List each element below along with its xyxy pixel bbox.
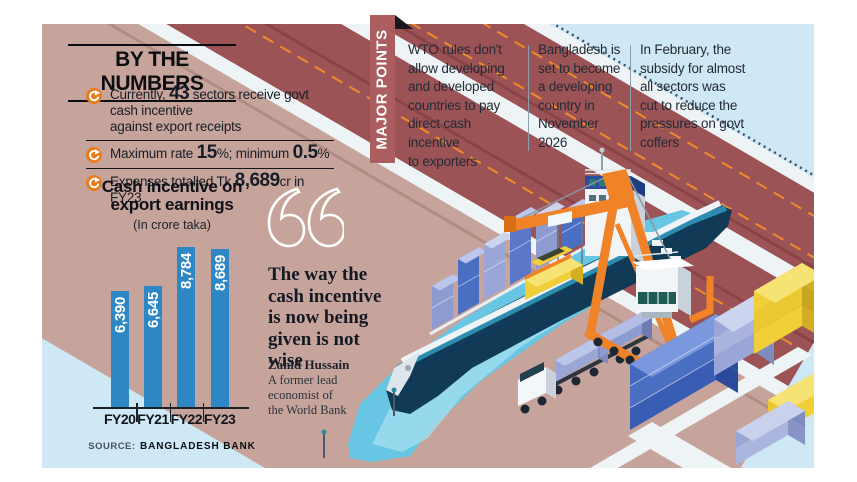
source-line: SOURCE: BANGLADESH BANK <box>72 436 272 454</box>
major-point-2: Bangladesh is set to become a developing… <box>538 42 621 150</box>
x-axis <box>93 407 249 409</box>
column-divider <box>528 45 530 151</box>
stat-text: Currently, 43 sectors receive govt cash … <box>110 83 309 134</box>
column-divider <box>630 45 632 151</box>
x-tick-label: FY21 <box>137 411 169 427</box>
container-stack-yellow-upper <box>754 263 814 354</box>
stats-list: Currently, 43 sectors receive govt cash … <box>86 82 334 211</box>
circular-arrow-icon <box>86 88 102 104</box>
bar-FY20: 6,390 <box>110 291 129 407</box>
axis-tick <box>203 403 205 422</box>
circular-arrow-icon <box>86 175 102 191</box>
crane-cabin <box>632 251 714 324</box>
x-tick-label: FY20 <box>103 411 136 427</box>
ribbon-label: MAJOR POINTS <box>374 28 391 150</box>
circular-arrow-icon <box>86 147 102 163</box>
quote-text: The way the cash incentive is now being … <box>268 264 382 371</box>
bar-FY23: 8,689 <box>210 249 229 407</box>
x-tick-label: FY22 <box>170 411 203 427</box>
source-label: SOURCE: <box>88 441 136 452</box>
x-tick-label: FY23 <box>203 411 236 427</box>
bar-FY22: 8,784 <box>177 247 196 407</box>
axis-tick <box>169 403 171 422</box>
bar-value: 8,784 <box>178 253 196 290</box>
bar-value: 6,390 <box>111 297 129 334</box>
light-pole <box>321 387 397 458</box>
section-title: BY THE NUMBERS <box>68 44 236 102</box>
bar-value: 8,689 <box>211 255 229 292</box>
stat-text: Maximum rate 15%; minimum 0.5% <box>110 142 330 163</box>
quote-attribution-name: Zahid Hussain <box>268 357 350 372</box>
quotation-marks-icon <box>267 187 344 248</box>
stat-item: Maximum rate 15%; minimum 0.5% <box>86 141 334 169</box>
infographic-panel: BY THE NUMBERS Currently, 43 sectors rec… <box>42 15 814 468</box>
chart-title: Cash incentive on export earnings <box>101 177 243 214</box>
container-stack-small <box>736 401 805 465</box>
chart-subtitle: (In crore taka) <box>133 218 211 232</box>
yard-path-branch <box>628 422 732 468</box>
bar-chart: 6,390 6,645 8,784 8,689 <box>92 223 252 407</box>
stat-item: Expenses totalled Tk 8,689cr in FY23 <box>86 169 334 211</box>
bar-FY21: 6,645 <box>144 286 162 407</box>
stat-text: Expenses totalled Tk 8,689cr in FY23 <box>110 170 305 205</box>
port-illustration <box>42 24 814 468</box>
major-points-ribbon: MAJOR POINTS <box>370 15 395 163</box>
hanging-container <box>525 246 583 300</box>
axis-tick <box>136 403 138 422</box>
bar-value: 6,645 <box>145 292 162 329</box>
quay-roads <box>42 24 814 468</box>
ribbon-fold-icon <box>395 15 413 29</box>
major-point-3: In February, the subsidy for almost all … <box>640 42 746 150</box>
source-value: BANGLADESH BANK <box>140 441 256 452</box>
major-point-1: WTO rules don't allow developing and dev… <box>408 42 505 169</box>
quote-attribution-role: A former lead economist of the World Ban… <box>268 373 347 417</box>
stat-item: Currently, 43 sectors receive govt cash … <box>86 82 334 141</box>
